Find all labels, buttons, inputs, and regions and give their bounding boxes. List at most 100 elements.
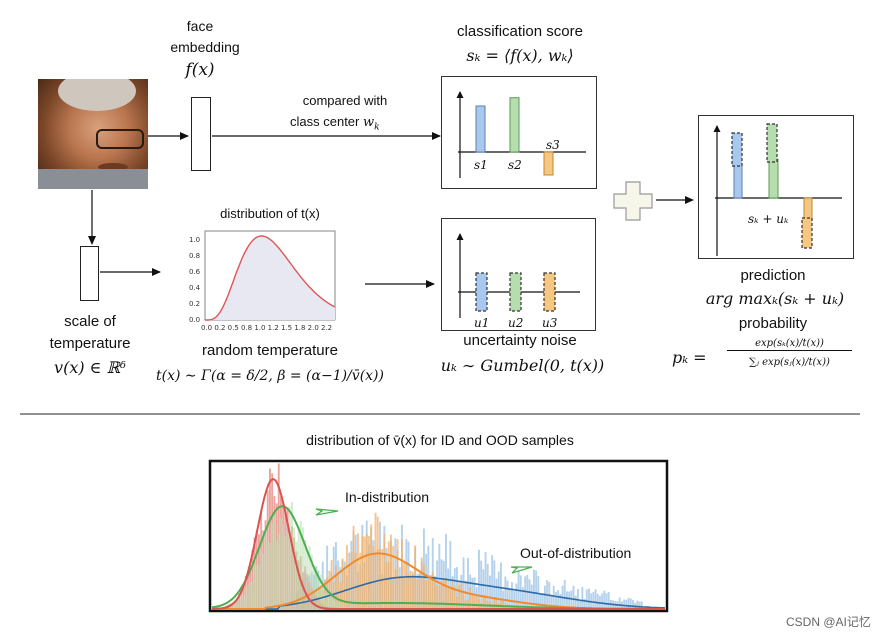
hist-bar-ood [456,567,458,609]
hist-bar-ood [513,591,516,609]
random-temperature-label: random temperature [202,342,338,359]
hist-bar-ood [638,601,641,609]
hist-bar-ood [583,598,586,609]
hist-bar-ood [579,600,582,609]
hist-bar-ood-orange [339,582,342,609]
hist-bar-ood [629,598,632,609]
hist-bar-id-green [275,540,278,609]
hist-bar-ood [539,594,542,609]
noise-bars [475,272,556,312]
hist-bar-ood [436,560,439,609]
hist-bar-ood [594,589,597,609]
hist-bar-ood [623,599,626,609]
hist-bar-ood [491,555,494,609]
hist-bar-ood-orange [412,571,414,609]
hist-bar-ood-orange [451,581,454,609]
hist-bar-id-green [288,506,291,609]
prediction-formula: arg maxₖ(sₖ + uₖ) [705,289,845,308]
classification-title: classification score [457,23,583,40]
hist-bar-ood [535,570,538,609]
probability-title: probability [738,315,808,332]
hist-bar-id-green [330,597,333,609]
hist-bar-ood-orange [438,585,441,609]
hist-bar-ood-orange [379,549,381,609]
hist-bar-ood-orange [427,576,430,609]
hist-bar-ood-orange [445,578,447,609]
pred-bar-1-noise [731,132,743,167]
hist-bar-ood [607,591,610,609]
hist-bar-id-green [269,542,271,609]
classification-bar-3 [543,151,554,176]
hist-bar-ood-orange [332,581,335,609]
hist-bar-id-green [264,531,267,609]
gamma-xtick: 1.2 [268,324,279,332]
hist-bar-ood [449,540,452,609]
hist-bar-id-green [284,536,287,609]
hist-bar-ood-orange [456,596,458,609]
hist-bar-ood [493,560,496,609]
hist-bar-id-green [242,595,245,609]
hist-bar-ood-orange [434,579,436,609]
hist-bar-ood-orange [352,525,355,609]
noise-bar-u1 [475,272,488,312]
bar-label-s3: s3 [546,138,560,152]
hist-bar-ood [592,591,595,609]
hist-bar-id-green [304,539,307,609]
distribution-title: distribution of t(x) [220,206,320,221]
hist-bar-ood [511,582,513,609]
face-photo [38,79,148,189]
hist-bar-ood [489,575,491,609]
hist-bar-ood-orange [372,546,375,609]
hist-bar-id-green [251,582,254,609]
hist-bar-ood-orange [390,534,392,609]
hist-bar-ood-orange [460,583,463,609]
class-center-symbol: w [362,115,375,130]
classification-bar-2 [509,97,520,153]
hist-bar-ood-orange [398,576,401,609]
hist-bar-ood [517,568,520,609]
face-label: face [186,18,214,34]
hist-bar-ood-orange [462,593,465,609]
hist-bar-ood-orange [429,575,432,609]
hist-bar-id-green [339,603,342,609]
hist-bar-ood-orange [453,586,456,609]
hist-bar-ood-orange [409,570,412,609]
hist-bar-ood-orange [418,573,421,609]
noise-label-u2: u2 [508,316,524,330]
hist-bar-ood [541,593,544,609]
hist-bar-id-green [343,606,346,609]
embedding-symbol: f(x) [185,60,215,80]
hist-bar-ood-orange [475,595,478,609]
hist-bar-ood [552,585,555,609]
hist-bar-ood [618,597,621,609]
hist-bar-ood [326,545,329,609]
hist-bar-ood [596,593,599,609]
hist-bar-ood-orange [440,581,443,609]
gamma-ytick: 0.2 [189,300,200,308]
hist-bar-id-green [253,564,256,609]
compared-label: compared with [302,93,388,108]
hist-bar-ood [462,557,465,609]
hist-bar-id-green [258,564,260,609]
gamma-plot: 0.0 0.2 0.5 0.8 1.0 1.2 1.5 1.8 2.0 2.21.00.80.60… [189,230,336,332]
hist-bar-ood [625,599,628,609]
out-of-distribution-label: Out-of-distribution [520,545,632,561]
hist-bar-ood-orange [478,598,480,609]
hist-bar-ood [585,589,588,609]
hist-bar-id-green [291,502,293,609]
bar-label-s2: s2 [508,158,522,172]
hist-bar-ood [533,569,535,609]
hist-bar-ood-orange [423,564,425,609]
hist-bar-id-green [229,604,232,609]
hist-bar-id-green [321,588,324,609]
hist-bar-ood [570,590,573,609]
hist-bar-ood [500,562,502,609]
hist-bar-ood [566,591,568,609]
hist-bar-id-green [302,527,304,609]
hist-bar-ood-orange [335,565,337,609]
hist-bar-ood-orange [420,557,423,609]
hist-bar-ood-orange [442,578,445,609]
hist-bar-ood-orange [511,605,513,609]
hist-bar-ood [504,576,507,609]
hist-bar-ood-orange [396,539,399,609]
